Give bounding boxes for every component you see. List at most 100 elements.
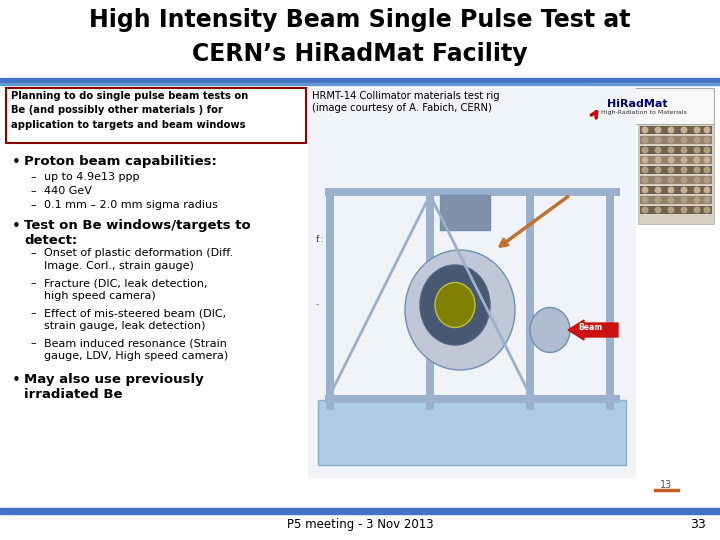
Text: May also use previously
irradiated Be: May also use previously irradiated Be: [24, 373, 204, 401]
Text: –: –: [30, 278, 35, 288]
Circle shape: [680, 166, 688, 173]
Bar: [638, 124, 714, 224]
Text: •: •: [12, 155, 21, 170]
Text: •: •: [12, 373, 21, 388]
Circle shape: [680, 137, 688, 144]
Bar: [606, 190, 614, 410]
Circle shape: [667, 197, 675, 204]
Text: –: –: [30, 186, 35, 196]
Circle shape: [654, 186, 662, 193]
Text: –: –: [30, 338, 35, 348]
Bar: [640, 186, 712, 194]
Text: –: –: [30, 172, 35, 182]
Text: 33: 33: [690, 518, 706, 531]
Circle shape: [703, 166, 711, 173]
Circle shape: [654, 206, 662, 213]
Bar: [0, 83, 720, 85]
Circle shape: [654, 166, 662, 173]
Bar: [318, 400, 626, 465]
FancyArrow shape: [568, 320, 618, 340]
Circle shape: [693, 186, 701, 193]
Circle shape: [654, 137, 662, 144]
Bar: [640, 136, 712, 144]
Circle shape: [642, 126, 649, 133]
Circle shape: [654, 126, 662, 133]
Text: -: -: [316, 300, 319, 309]
Circle shape: [693, 177, 701, 184]
Text: Test on Be windows/targets to
detect:: Test on Be windows/targets to detect:: [24, 219, 251, 247]
Text: f.:: f.:: [316, 235, 325, 244]
Circle shape: [693, 157, 701, 164]
Circle shape: [703, 157, 711, 164]
Bar: [0, 508, 720, 514]
Circle shape: [642, 186, 649, 193]
Circle shape: [693, 137, 701, 144]
Text: Fracture (DIC, leak detection,
high speed camera): Fracture (DIC, leak detection, high spee…: [44, 278, 207, 301]
Circle shape: [667, 146, 675, 153]
Text: HRMT-14 Collimator materials test rig
(image courtesy of A. Fabich, CERN): HRMT-14 Collimator materials test rig (i…: [312, 91, 500, 113]
Circle shape: [680, 146, 688, 153]
Circle shape: [680, 177, 688, 184]
Circle shape: [642, 137, 649, 144]
Bar: [325, 395, 620, 403]
Circle shape: [680, 157, 688, 164]
Text: 0.1 mm – 2.0 mm sigma radius: 0.1 mm – 2.0 mm sigma radius: [44, 200, 218, 210]
Circle shape: [693, 126, 701, 133]
Text: 13: 13: [660, 480, 672, 490]
Circle shape: [667, 137, 675, 144]
Text: Beam: Beam: [578, 322, 602, 332]
Circle shape: [642, 157, 649, 164]
Bar: [640, 166, 712, 174]
Text: Planning to do single pulse beam tests on
Be (and possibly other materials ) for: Planning to do single pulse beam tests o…: [11, 91, 248, 130]
Text: –: –: [30, 308, 35, 318]
Circle shape: [703, 146, 711, 153]
Circle shape: [703, 126, 711, 133]
Circle shape: [693, 146, 701, 153]
Circle shape: [680, 126, 688, 133]
Text: Effect of mis-steered beam (DIC,
strain gauge, leak detection): Effect of mis-steered beam (DIC, strain …: [44, 308, 226, 331]
Circle shape: [654, 177, 662, 184]
Circle shape: [703, 186, 711, 193]
Circle shape: [667, 206, 675, 213]
Text: CERN’s HiRadMat Facility: CERN’s HiRadMat Facility: [192, 42, 528, 66]
Circle shape: [654, 197, 662, 204]
Ellipse shape: [420, 265, 490, 345]
Circle shape: [667, 126, 675, 133]
Circle shape: [667, 186, 675, 193]
Circle shape: [680, 197, 688, 204]
Circle shape: [703, 197, 711, 204]
Circle shape: [680, 206, 688, 213]
Bar: [526, 190, 534, 410]
Circle shape: [703, 137, 711, 144]
Text: up to 4.9e13 ppp: up to 4.9e13 ppp: [44, 172, 140, 182]
Circle shape: [667, 166, 675, 173]
Bar: [640, 196, 712, 204]
Text: Onset of plastic deformation (Diff.
Image. Corl., strain gauge): Onset of plastic deformation (Diff. Imag…: [44, 248, 233, 271]
Circle shape: [703, 206, 711, 213]
Bar: [640, 156, 712, 164]
Text: Proton beam capabilities:: Proton beam capabilities:: [24, 155, 217, 168]
Text: High Intensity Beam Single Pulse Test at: High Intensity Beam Single Pulse Test at: [89, 8, 631, 32]
Text: 440 GeV: 440 GeV: [44, 186, 92, 196]
Text: HiRadMat: HiRadMat: [607, 99, 667, 109]
Text: •: •: [12, 219, 21, 234]
Circle shape: [642, 197, 649, 204]
Bar: [640, 126, 712, 134]
Text: –: –: [30, 248, 35, 258]
Bar: [0, 78, 720, 82]
Text: Beam induced resonance (Strain
gauge, LDV, High speed camera): Beam induced resonance (Strain gauge, LD…: [44, 338, 228, 361]
Circle shape: [667, 177, 675, 184]
Bar: [326, 190, 334, 410]
Ellipse shape: [435, 282, 475, 327]
Text: High-Radiation to Materials: High-Radiation to Materials: [601, 110, 687, 115]
Circle shape: [693, 206, 701, 213]
Circle shape: [654, 146, 662, 153]
Bar: [6, 88, 306, 143]
Bar: [588, 88, 714, 124]
Circle shape: [642, 177, 649, 184]
Circle shape: [693, 166, 701, 173]
Circle shape: [703, 177, 711, 184]
Circle shape: [642, 206, 649, 213]
Bar: [325, 188, 620, 196]
Circle shape: [693, 197, 701, 204]
